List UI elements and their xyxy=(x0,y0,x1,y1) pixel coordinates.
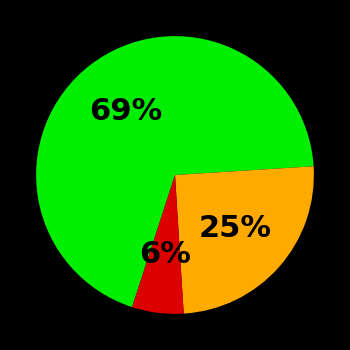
Wedge shape xyxy=(36,36,314,307)
Wedge shape xyxy=(175,166,314,314)
Text: 6%: 6% xyxy=(139,240,191,270)
Text: 25%: 25% xyxy=(199,214,272,243)
Text: 69%: 69% xyxy=(89,97,162,126)
Wedge shape xyxy=(132,175,184,314)
